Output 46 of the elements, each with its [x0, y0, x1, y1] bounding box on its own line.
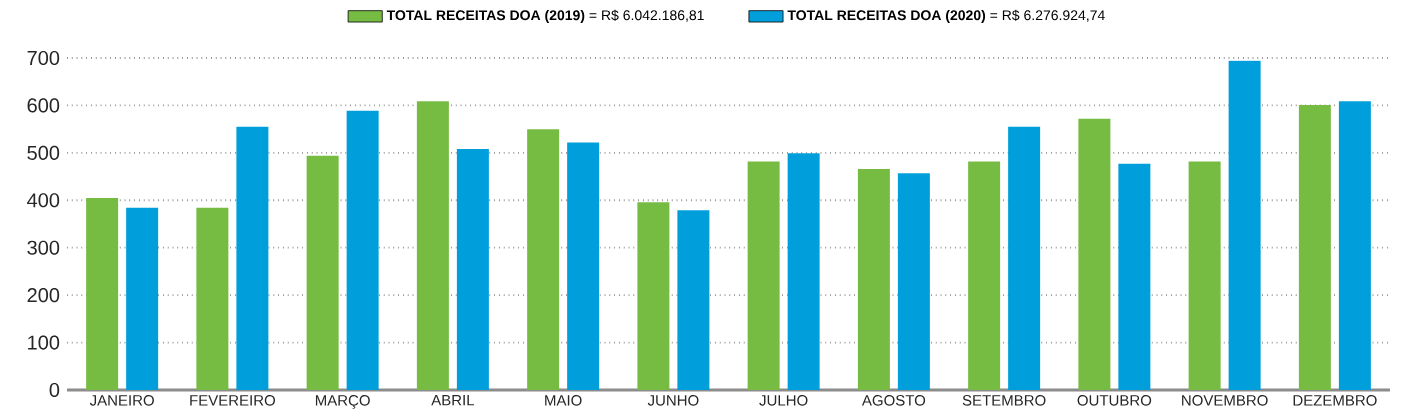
- bar: [567, 142, 600, 390]
- legend-label: TOTAL RECEITAS DOA (2020) = R$ 6.276.924,74: [787, 9, 1105, 23]
- x-tick-label: DEZEMBRO: [1293, 395, 1377, 406]
- y-tick-label: 600: [27, 98, 60, 113]
- bar: [306, 155, 339, 390]
- bar: [1118, 163, 1151, 390]
- bar: [416, 101, 449, 390]
- bar: [346, 110, 379, 390]
- bar: [1338, 101, 1371, 390]
- bar: [236, 126, 269, 390]
- bar: [637, 202, 670, 390]
- y-tick-label: 700: [27, 50, 60, 66]
- bar: [196, 207, 229, 390]
- x-tick-label: ABRIL: [431, 395, 475, 406]
- y-tick-label: 500: [27, 145, 60, 160]
- x-tick-label: MAIO: [545, 395, 582, 406]
- bar: [747, 161, 780, 390]
- x-tick-label: OUTUBRO: [1077, 395, 1152, 406]
- bar: [456, 149, 489, 390]
- bar: [857, 168, 890, 390]
- bar: [897, 173, 930, 390]
- x-tick-label: NOVEMBRO: [1182, 395, 1268, 406]
- y-tick-label: 0: [49, 382, 60, 398]
- bar: [1008, 126, 1041, 390]
- y-tick-label: 400: [27, 193, 60, 208]
- bar: [1298, 104, 1331, 390]
- x-tick-label: AGOSTO: [861, 395, 926, 406]
- x-tick-label: JULHO: [759, 395, 808, 406]
- bar: [677, 210, 710, 390]
- bar: [126, 207, 159, 390]
- x-tick-label: FEVEREIRO: [190, 395, 276, 406]
- x-tick-label: JANEIRO: [89, 395, 154, 406]
- bar: [527, 129, 560, 390]
- y-tick-label: 100: [28, 335, 60, 350]
- x-tick-label: MARÇO: [315, 395, 370, 409]
- bar: [787, 153, 820, 390]
- bar: [86, 197, 119, 390]
- y-tick-label: 300: [27, 240, 60, 255]
- bar: [1078, 118, 1111, 390]
- legend-label: TOTAL RECEITAS DOA (2019) = R$ 6.042.186,81: [386, 9, 704, 23]
- y-tick-label: 200: [27, 288, 60, 303]
- bar: [1188, 161, 1221, 390]
- bar: [1228, 60, 1261, 390]
- x-tick-label: JUNHO: [647, 395, 699, 406]
- x-tick-label: SETEMBRO: [962, 395, 1046, 406]
- bar: [968, 161, 1001, 390]
